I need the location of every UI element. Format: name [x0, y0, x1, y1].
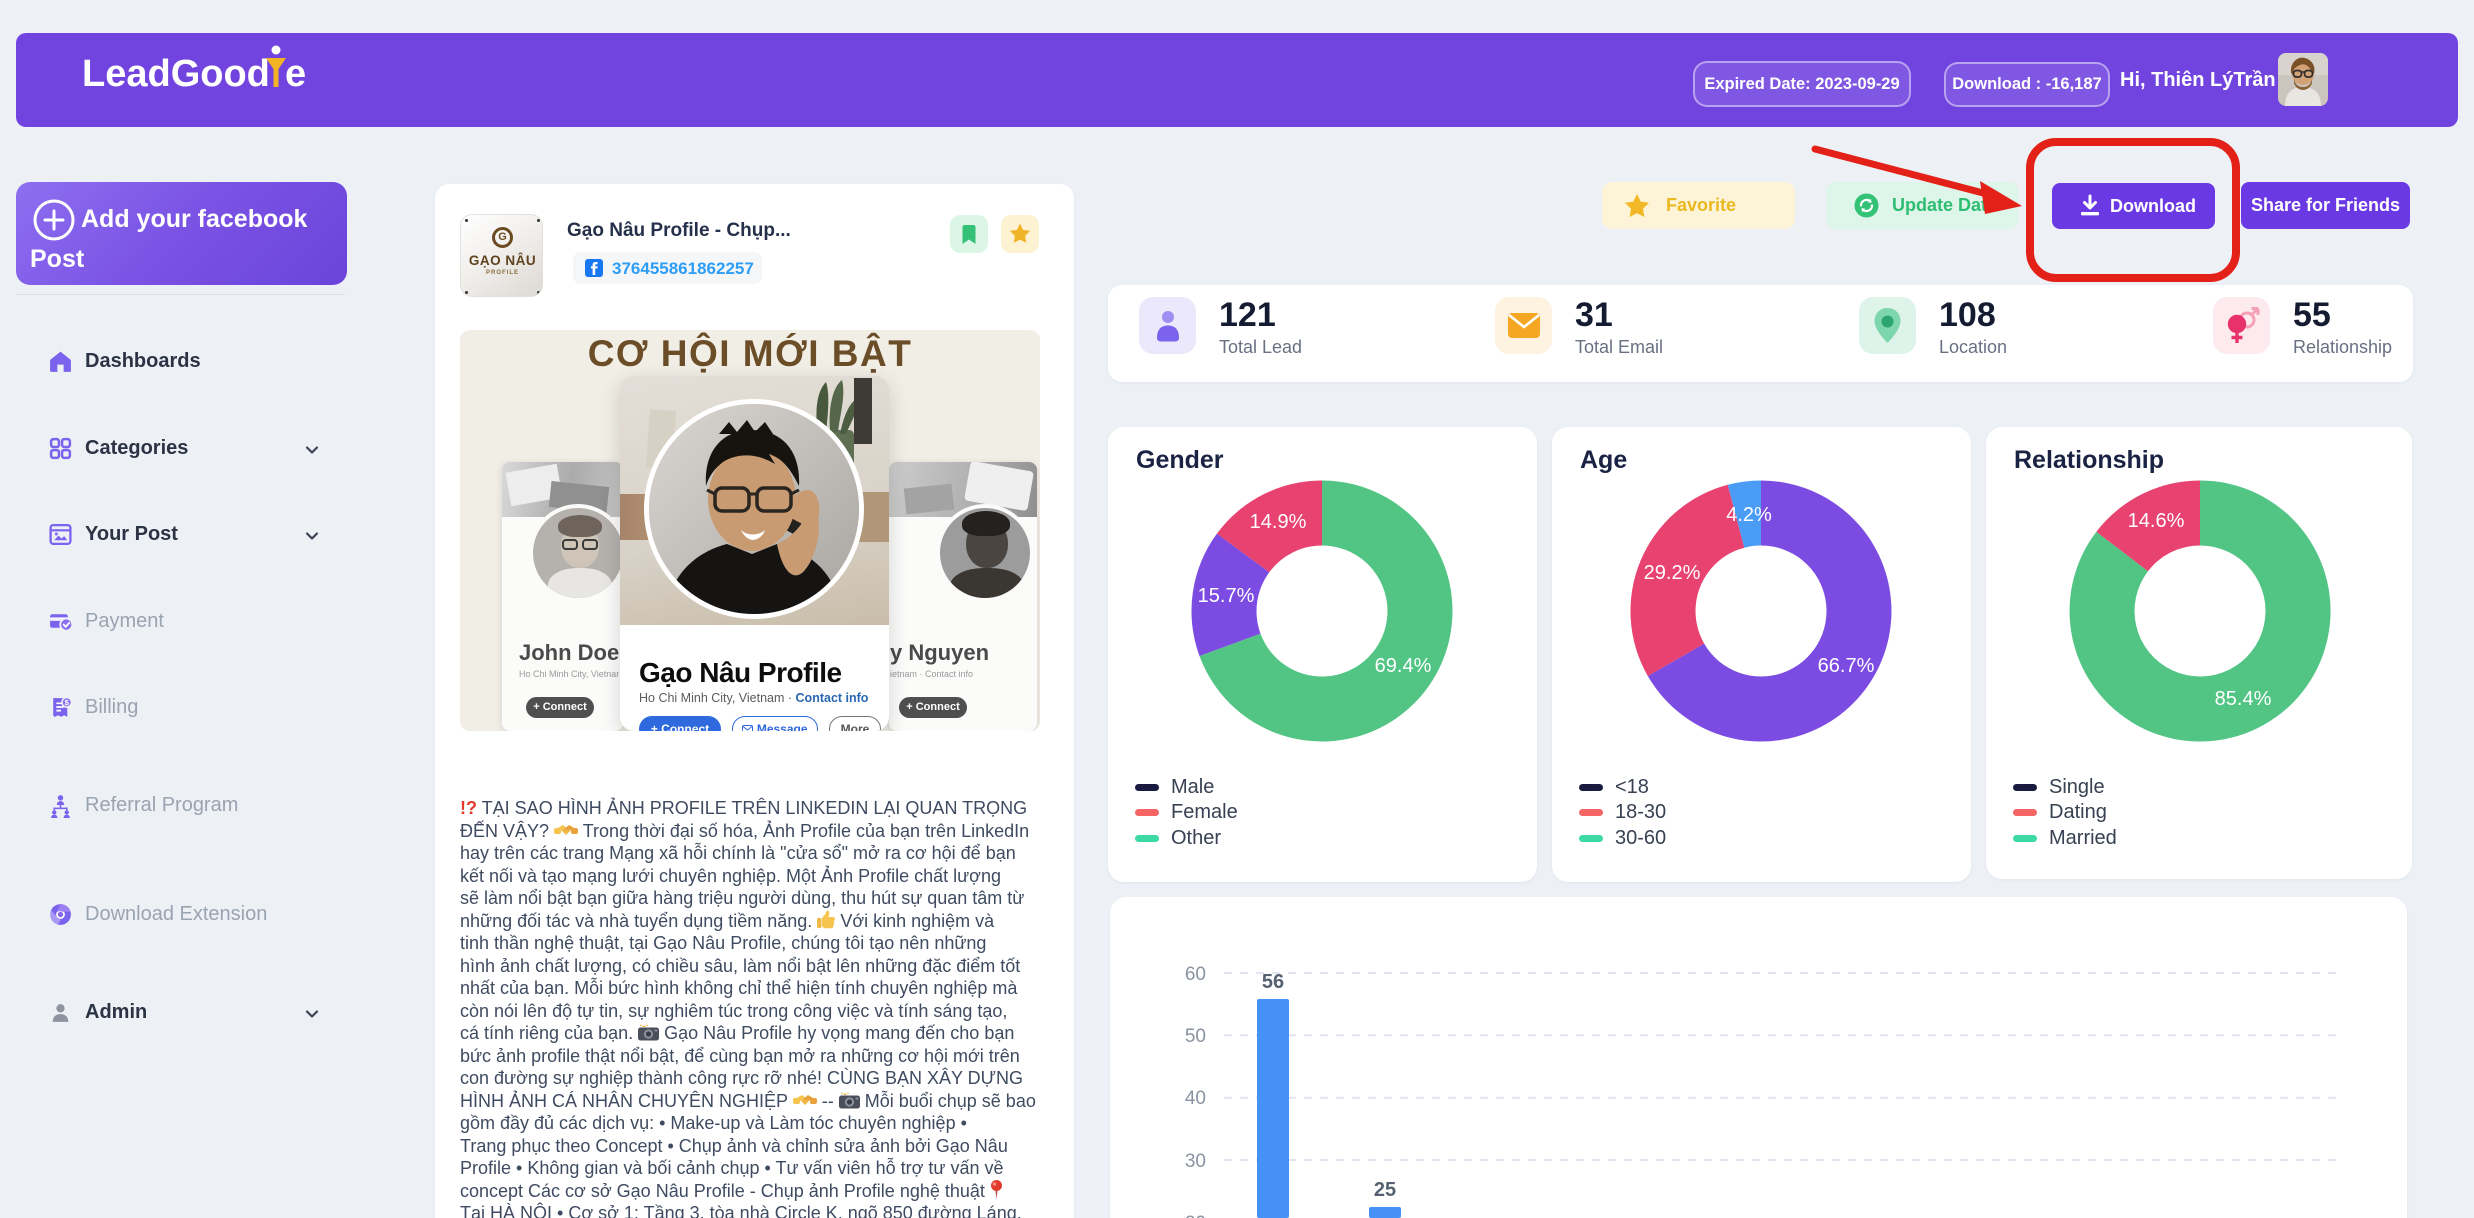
svg-text:4.2%: 4.2%: [1726, 504, 1772, 526]
svg-text:$: $: [65, 698, 70, 707]
svg-text:85.4%: 85.4%: [2215, 688, 2272, 710]
svg-text:14.6%: 14.6%: [2128, 510, 2185, 532]
svg-text:56: 56: [1262, 971, 1284, 993]
svg-text:14.9%: 14.9%: [1250, 511, 1307, 533]
svg-text:29.2%: 29.2%: [1644, 562, 1701, 584]
svg-text:25: 25: [1374, 1179, 1396, 1201]
svg-text:69.4%: 69.4%: [1375, 655, 1432, 677]
svg-text:66.7%: 66.7%: [1818, 655, 1875, 677]
svg-text:15.7%: 15.7%: [1198, 585, 1255, 607]
